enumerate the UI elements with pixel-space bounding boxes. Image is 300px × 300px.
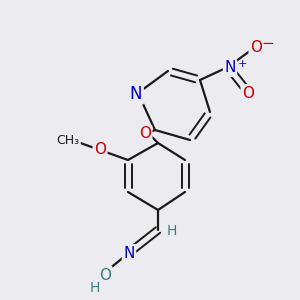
Text: O: O [99, 268, 111, 283]
Text: O: O [139, 127, 151, 142]
Text: N: N [130, 85, 142, 103]
Text: N: N [123, 245, 135, 260]
Text: O: O [242, 85, 254, 100]
Text: H: H [90, 281, 100, 295]
Text: −: − [262, 37, 275, 52]
Text: +: + [237, 59, 247, 69]
Text: CH₃: CH₃ [56, 134, 80, 148]
Text: N: N [224, 61, 236, 76]
Text: O: O [94, 142, 106, 157]
Text: O: O [250, 40, 262, 56]
Text: H: H [167, 224, 177, 238]
